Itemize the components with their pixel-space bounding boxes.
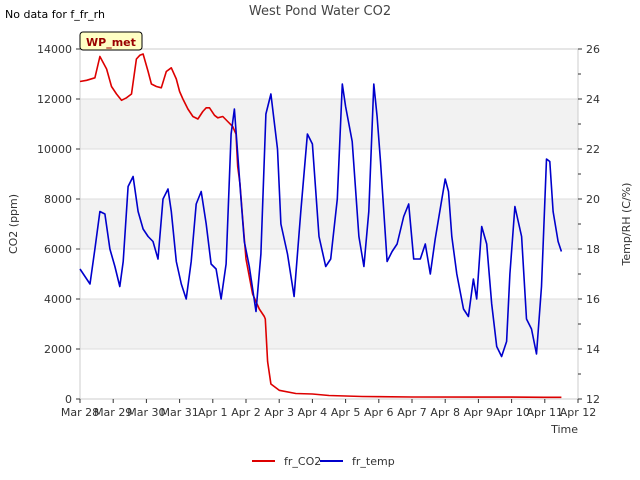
wp-met-badge: WP_met — [79, 31, 143, 51]
x-tick-label: Apr 9 — [464, 406, 494, 419]
x-tick-label: Apr 6 — [364, 406, 394, 419]
y-tick-label: 14000 — [37, 43, 72, 56]
x-tick-label: Apr 7 — [397, 406, 427, 419]
band — [80, 299, 578, 349]
legend-label-co2: fr_CO2 — [284, 455, 321, 468]
y2-tick-label: 26 — [586, 43, 600, 56]
y-tick-label: 4000 — [44, 293, 72, 306]
y2-tick-label: 22 — [586, 143, 600, 156]
x-tick-label: Apr 12 — [560, 406, 597, 419]
band — [80, 199, 578, 249]
series-lines — [79, 53, 563, 399]
x-tick-label: Apr 1 — [198, 406, 228, 419]
y-axis-ticks: 0 2000 4000 6000 8000 10000 12000 14000 — [37, 43, 80, 406]
y-tick-label: 6000 — [44, 243, 72, 256]
x-tick-label: Mar 28 — [61, 406, 99, 419]
x-tick-label: Apr 2 — [231, 406, 261, 419]
background-bands — [80, 99, 578, 349]
series-line-fr_temp — [79, 83, 563, 358]
x-tick-label: Apr 8 — [430, 406, 460, 419]
y2-tick-label: 20 — [586, 193, 600, 206]
legend-label-temp: fr_temp — [352, 455, 395, 468]
legend: fr_CO2 fr_temp — [252, 455, 395, 468]
badge-label: WP_met — [86, 36, 136, 49]
y2-tick-label: 14 — [586, 343, 600, 356]
series-line-fr_CO2 — [79, 53, 562, 399]
y-tick-label: 12000 — [37, 93, 72, 106]
x-tick-label: Mar 29 — [94, 406, 132, 419]
y2-tick-label: 24 — [586, 93, 600, 106]
x-tick-label: Mar 30 — [127, 406, 165, 419]
y-tick-label: 10000 — [37, 143, 72, 156]
y-tick-label: 2000 — [44, 343, 72, 356]
x-tick-label: Mar 31 — [160, 406, 198, 419]
y2-tick-label: 18 — [586, 243, 600, 256]
y2-tick-label: 12 — [586, 393, 600, 406]
y2-axis-label: Temp/RH (C/%) — [620, 183, 633, 267]
chart-title: West Pond Water CO2 — [249, 4, 391, 19]
y-tick-label: 8000 — [44, 193, 72, 206]
y2-tick-label: 16 — [586, 293, 600, 306]
band — [80, 99, 578, 149]
y2-axis-ticks: 12 14 16 18 20 22 24 26 — [578, 43, 600, 406]
x-tick-label: Apr 3 — [264, 406, 294, 419]
x-axis-label: Time — [550, 423, 578, 436]
x-tick-label: Apr 11 — [527, 406, 564, 419]
x-tick-label: Apr 4 — [298, 406, 328, 419]
no-data-note: No data for f_fr_rh — [5, 8, 105, 21]
x-tick-label: Apr 5 — [331, 406, 361, 419]
y-tick-label: 0 — [65, 393, 72, 406]
x-tick-label: Apr 10 — [493, 406, 530, 419]
badge-box — [79, 31, 143, 51]
y-axis-label: CO2 (ppm) — [7, 194, 20, 254]
